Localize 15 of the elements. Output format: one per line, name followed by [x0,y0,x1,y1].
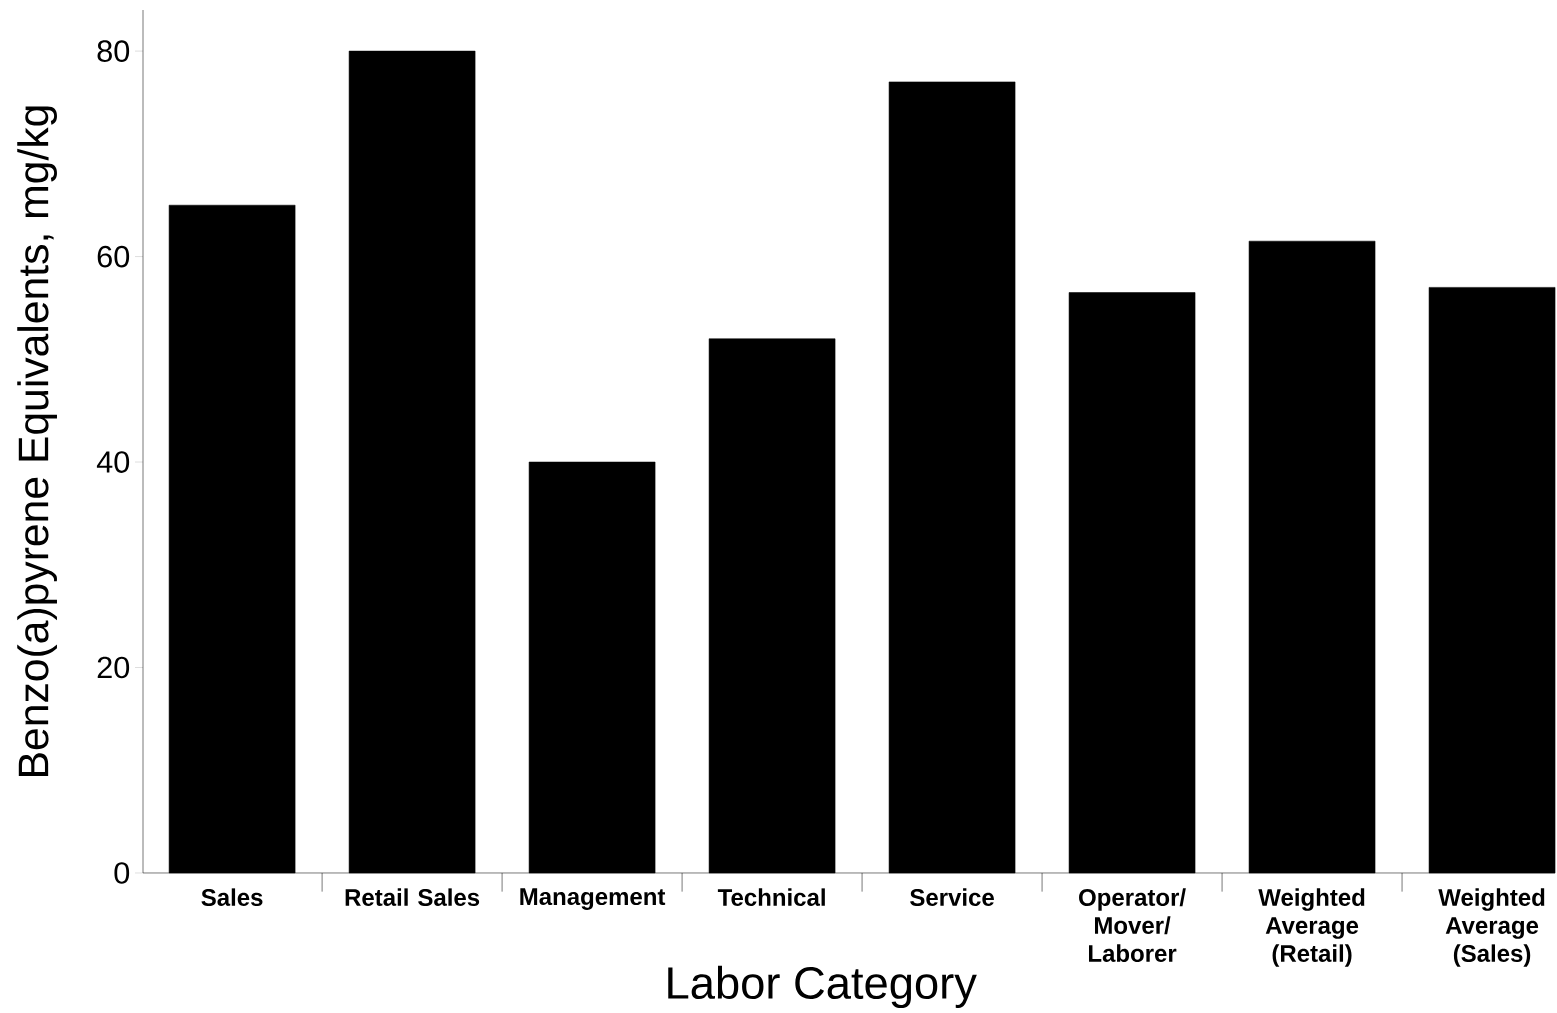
x-tick-label: Retail Sales [345,888,480,906]
y-tick-label: 20 [97,656,130,679]
x-tick-label: Weighted Average (Sales) [1438,888,1545,967]
x-tick-label: Technical [717,888,825,906]
x-tick-label: Management [520,888,666,910]
y-tick-label: 0 [114,862,130,884]
y-tick-label: 80 [97,40,130,62]
x-tick-label: Sales [201,888,263,906]
y-axis-title: Benzo(a)pyrene Equivalents, mg/kg [17,106,57,776]
y-tick-label: 60 [97,245,130,268]
x-axis-title: Labor Category [668,965,977,1009]
y-tick-label: 40 [96,451,130,473]
x-tick-label: Operator/ Mover/ Laborer [1079,888,1186,962]
x-tick-label: Service [910,888,994,906]
x-tick-label: Weighted Average (Retail) [1258,888,1365,967]
